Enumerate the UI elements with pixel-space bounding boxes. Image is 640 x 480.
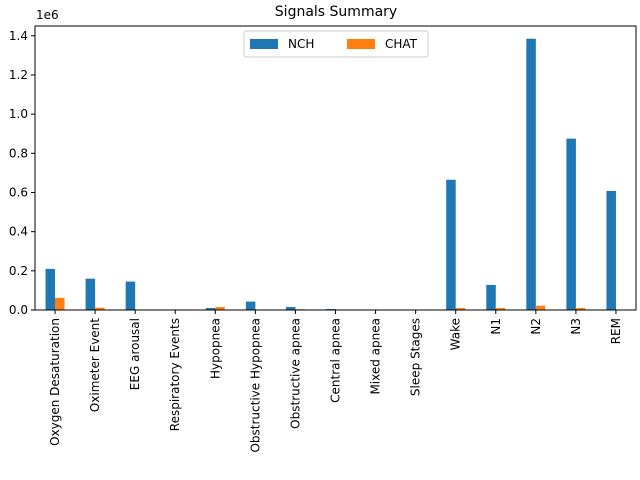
y-tick-label: 0.0 <box>9 303 28 317</box>
bar-nch <box>446 179 456 310</box>
x-axis: Oxygen Desaturation Oximeter Event EEG aro… <box>48 310 623 453</box>
y-tick-label: 1.0 <box>9 107 28 121</box>
bar-nch <box>526 38 536 311</box>
bar-nch <box>566 138 576 310</box>
y-tick-label: 0.6 <box>9 185 28 199</box>
bar-nch <box>245 301 256 310</box>
legend-swatch-nch <box>250 39 278 49</box>
x-tick-label: Mixed apnea <box>369 318 383 395</box>
x-tick-label: N3 <box>569 318 583 335</box>
x-tick-label: Sleep Stages <box>409 318 423 396</box>
y-tick-label: 1.4 <box>9 29 28 43</box>
x-tick-label: Oximeter Event <box>88 318 102 412</box>
bar-chat <box>575 308 586 310</box>
x-tick-label: Central apnea <box>329 318 343 403</box>
bar-nch <box>45 268 56 310</box>
legend-swatch-chat <box>347 39 375 49</box>
x-tick-label: EEG arousal <box>128 318 142 390</box>
bar-nch <box>285 307 296 310</box>
bar-nch <box>85 278 96 310</box>
legend-label-nch: NCH <box>288 37 314 51</box>
bar-nch <box>486 284 496 310</box>
legend: NCH CHAT <box>243 30 429 58</box>
y-axis-scale-label: 1e6 <box>36 8 59 22</box>
x-tick-label: Oxygen Desaturation <box>48 318 62 446</box>
chart-title: Signals Summary <box>275 4 397 20</box>
x-tick-label: Wake <box>449 318 463 350</box>
legend-label-chat: CHAT <box>385 37 418 51</box>
y-tick-label: 0.4 <box>9 225 28 239</box>
x-tick-label: Hypopnea <box>208 318 222 379</box>
bar-chat <box>455 308 466 310</box>
bar-chat <box>535 305 546 310</box>
x-tick-label: Respiratory Events <box>168 318 182 431</box>
x-tick-label: REM <box>609 318 623 344</box>
x-tick-label: N2 <box>529 318 543 335</box>
x-tick-label: N1 <box>489 318 503 335</box>
bar-chat <box>55 297 65 310</box>
legend-box <box>243 30 429 58</box>
bar-nch <box>125 281 136 310</box>
bar-chat <box>495 308 506 310</box>
y-tick-label: 0.8 <box>9 146 28 160</box>
x-tick-label: Obstructive apnea <box>288 318 302 429</box>
bar-nch <box>205 308 216 310</box>
bar-chat <box>95 307 105 310</box>
y-tick-label: 0.2 <box>9 264 28 278</box>
bar-nch <box>606 190 616 310</box>
bar-chat <box>215 307 225 310</box>
plot-frame <box>34 25 637 311</box>
y-tick-label: 1.2 <box>9 68 28 82</box>
bars <box>45 38 616 311</box>
x-tick-label: Obstructive Hypopnea <box>248 318 262 453</box>
y-axis: 0.0 0.2 0.4 0.6 0.8 1.0 1.2 1.4 <box>9 29 35 317</box>
